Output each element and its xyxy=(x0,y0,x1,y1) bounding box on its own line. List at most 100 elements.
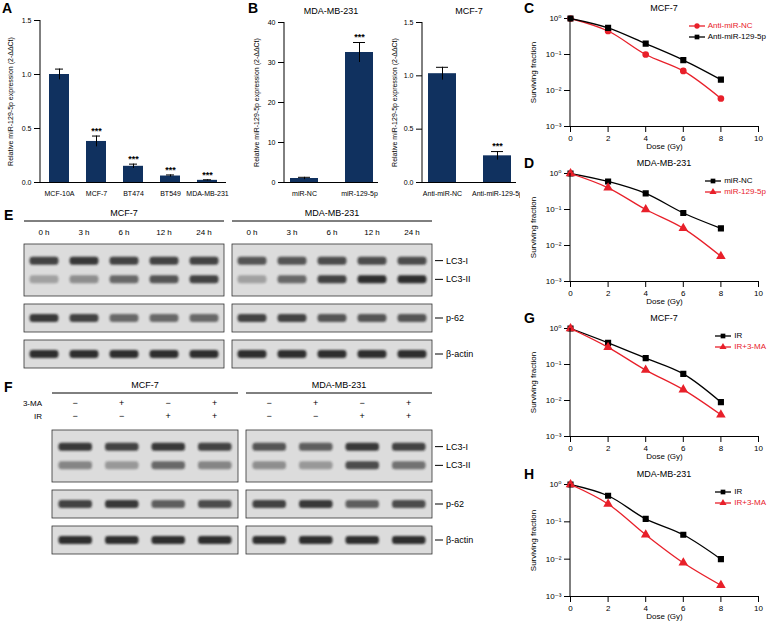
svg-text:LC3-I: LC3-I xyxy=(446,442,468,452)
svg-text:0: 0 xyxy=(568,134,573,143)
svg-text:F: F xyxy=(4,379,13,395)
svg-text:10: 10 xyxy=(754,604,763,613)
svg-text:2: 2 xyxy=(606,134,611,143)
svg-text:MCF-7: MCF-7 xyxy=(110,208,138,218)
svg-text:3 h: 3 h xyxy=(78,228,89,237)
svg-text:2: 2 xyxy=(606,444,611,453)
svg-text:Surviving fraction: Surviving fraction xyxy=(529,42,538,103)
svg-text:Relative miR-129-5p expression: Relative miR-129-5p expression (2-ΔΔCt) xyxy=(253,38,261,167)
svg-text:8: 8 xyxy=(719,444,724,453)
svg-text:Surviving fraction: Surviving fraction xyxy=(529,510,538,571)
svg-text:10⁰: 10⁰ xyxy=(549,14,561,23)
svg-text:3 h: 3 h xyxy=(286,228,297,237)
svg-text:+: + xyxy=(119,398,124,408)
svg-text:***: *** xyxy=(165,165,176,175)
svg-text:10: 10 xyxy=(268,139,276,146)
svg-text:10⁻¹: 10⁻¹ xyxy=(546,50,562,59)
svg-text:***: *** xyxy=(492,141,503,151)
svg-text:MCF-7: MCF-7 xyxy=(86,190,107,197)
svg-text:10⁻²: 10⁻² xyxy=(546,396,562,405)
svg-text:−: − xyxy=(267,411,272,421)
svg-text:Surviving fraction: Surviving fraction xyxy=(529,197,538,258)
svg-text:MDA-MB-231: MDA-MB-231 xyxy=(305,208,360,218)
svg-text:0.5: 0.5 xyxy=(404,125,414,132)
svg-text:+: + xyxy=(212,411,217,421)
svg-text:0: 0 xyxy=(568,444,573,453)
svg-text:10⁻³: 10⁻³ xyxy=(546,122,562,131)
svg-text:Anti-miR-NC: Anti-miR-NC xyxy=(423,190,462,197)
svg-text:+: + xyxy=(313,398,318,408)
svg-text:0: 0 xyxy=(568,289,573,298)
svg-text:0.0: 0.0 xyxy=(404,179,414,186)
svg-text:+: + xyxy=(212,398,217,408)
svg-text:+: + xyxy=(406,398,411,408)
svg-text:10⁻³: 10⁻³ xyxy=(546,277,562,286)
svg-text:−: − xyxy=(166,398,171,408)
svg-text:3-MA: 3-MA xyxy=(23,399,43,408)
svg-text:10⁻²: 10⁻² xyxy=(546,555,562,564)
svg-text:30: 30 xyxy=(268,59,276,66)
svg-text:−: − xyxy=(360,398,365,408)
svg-text:1.5: 1.5 xyxy=(22,17,32,24)
svg-text:+: + xyxy=(166,411,171,421)
svg-text:10⁰: 10⁰ xyxy=(549,169,561,178)
svg-text:−: − xyxy=(313,411,318,421)
svg-text:E: E xyxy=(4,207,13,223)
svg-text:6 h: 6 h xyxy=(118,228,129,237)
svg-text:p-62: p-62 xyxy=(446,313,464,323)
svg-text:miR-129-5p: miR-129-5p xyxy=(341,190,378,198)
svg-text:Anti-miR-129-5p: Anti-miR-129-5p xyxy=(472,190,520,198)
svg-text:0: 0 xyxy=(272,179,276,186)
svg-text:miR-NC: miR-NC xyxy=(292,190,317,197)
svg-text:p-62: p-62 xyxy=(446,499,464,509)
svg-text:+: + xyxy=(360,411,365,421)
svg-text:10⁻²: 10⁻² xyxy=(546,241,562,250)
svg-text:10⁻³: 10⁻³ xyxy=(546,592,562,601)
svg-text:Dose (Gy): Dose (Gy) xyxy=(646,297,683,306)
svg-text:10⁻¹: 10⁻¹ xyxy=(546,360,562,369)
svg-text:10⁻¹: 10⁻¹ xyxy=(546,517,562,526)
svg-text:10⁰: 10⁰ xyxy=(549,480,561,489)
svg-text:40: 40 xyxy=(268,19,276,26)
svg-text:***: *** xyxy=(91,126,102,136)
svg-text:20: 20 xyxy=(268,99,276,106)
svg-text:0.5: 0.5 xyxy=(22,125,32,132)
svg-text:12 h: 12 h xyxy=(156,228,172,237)
svg-text:12 h: 12 h xyxy=(364,228,380,237)
svg-text:***: *** xyxy=(354,32,365,42)
svg-text:0: 0 xyxy=(568,604,573,613)
svg-text:8: 8 xyxy=(719,604,724,613)
svg-text:10: 10 xyxy=(754,444,763,453)
svg-text:Relative miR-129-5p expression: Relative miR-129-5p expression (2-ΔΔCt) xyxy=(7,37,15,166)
svg-text:LC3-I: LC3-I xyxy=(446,256,468,266)
svg-text:10⁻¹: 10⁻¹ xyxy=(546,205,562,214)
svg-text:2: 2 xyxy=(606,289,611,298)
svg-text:10: 10 xyxy=(754,289,763,298)
svg-text:6 h: 6 h xyxy=(326,228,337,237)
svg-text:2: 2 xyxy=(606,604,611,613)
svg-text:−: − xyxy=(119,411,124,421)
svg-text:Dose (Gy): Dose (Gy) xyxy=(646,142,683,151)
svg-text:1.0: 1.0 xyxy=(22,71,32,78)
svg-text:10: 10 xyxy=(754,134,763,143)
svg-text:LC3-II: LC3-II xyxy=(446,460,471,470)
svg-text:8: 8 xyxy=(719,289,724,298)
svg-text:1.0: 1.0 xyxy=(404,72,414,79)
svg-text:10⁻²: 10⁻² xyxy=(546,86,562,95)
svg-text:Surviving fraction: Surviving fraction xyxy=(529,352,538,413)
svg-text:10⁰: 10⁰ xyxy=(549,324,561,333)
svg-text:β-actin: β-actin xyxy=(446,349,473,359)
svg-text:+: + xyxy=(406,411,411,421)
svg-text:Dose (Gy): Dose (Gy) xyxy=(646,612,683,621)
svg-text:24 h: 24 h xyxy=(196,228,212,237)
svg-text:BT474: BT474 xyxy=(123,190,144,197)
svg-text:10⁻³: 10⁻³ xyxy=(546,432,562,441)
svg-text:***: *** xyxy=(128,154,139,164)
svg-text:Relative miR-129-5p expression: Relative miR-129-5p expression (2-ΔΔCt) xyxy=(391,38,399,167)
svg-text:−: − xyxy=(73,411,78,421)
svg-text:0 h: 0 h xyxy=(246,228,257,237)
svg-text:0 h: 0 h xyxy=(38,228,49,237)
svg-text:24 h: 24 h xyxy=(404,228,420,237)
svg-text:8: 8 xyxy=(719,134,724,143)
svg-text:1.5: 1.5 xyxy=(404,19,414,26)
